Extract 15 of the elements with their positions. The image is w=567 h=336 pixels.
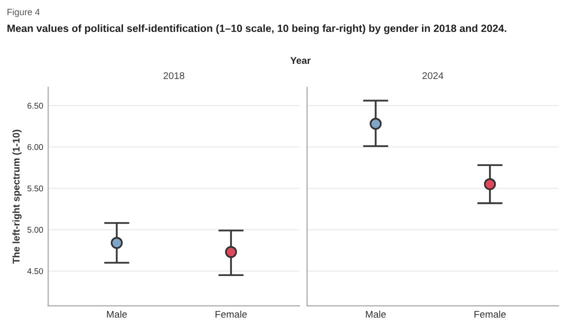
chart-title: 2024 bbox=[422, 72, 444, 80]
y-axis-title: The left-right spectrum (1-10) bbox=[12, 130, 22, 264]
x-tick-label: Male bbox=[107, 310, 127, 318]
chart-title: 2018 bbox=[164, 72, 184, 80]
y-tick-label: 6.50 bbox=[28, 102, 44, 109]
y-tick-label: 5.00 bbox=[27, 226, 44, 233]
x-tick-label: Female bbox=[216, 310, 247, 318]
y-tick-label: 4.50 bbox=[27, 268, 44, 274]
x-tick-label: Female bbox=[474, 310, 506, 318]
text: Year bbox=[290, 57, 311, 64]
y-tick-label: 5.50 bbox=[27, 185, 44, 192]
x-tick-label: Male bbox=[366, 310, 386, 318]
y-tick-label: 6.00 bbox=[28, 144, 44, 150]
text: Mean values of political self-identification (1–10 scale, 10 being far-right) by gender in 2018 and 2024. bbox=[8, 24, 506, 34]
caption: Figure 4 bbox=[8, 8, 40, 17]
